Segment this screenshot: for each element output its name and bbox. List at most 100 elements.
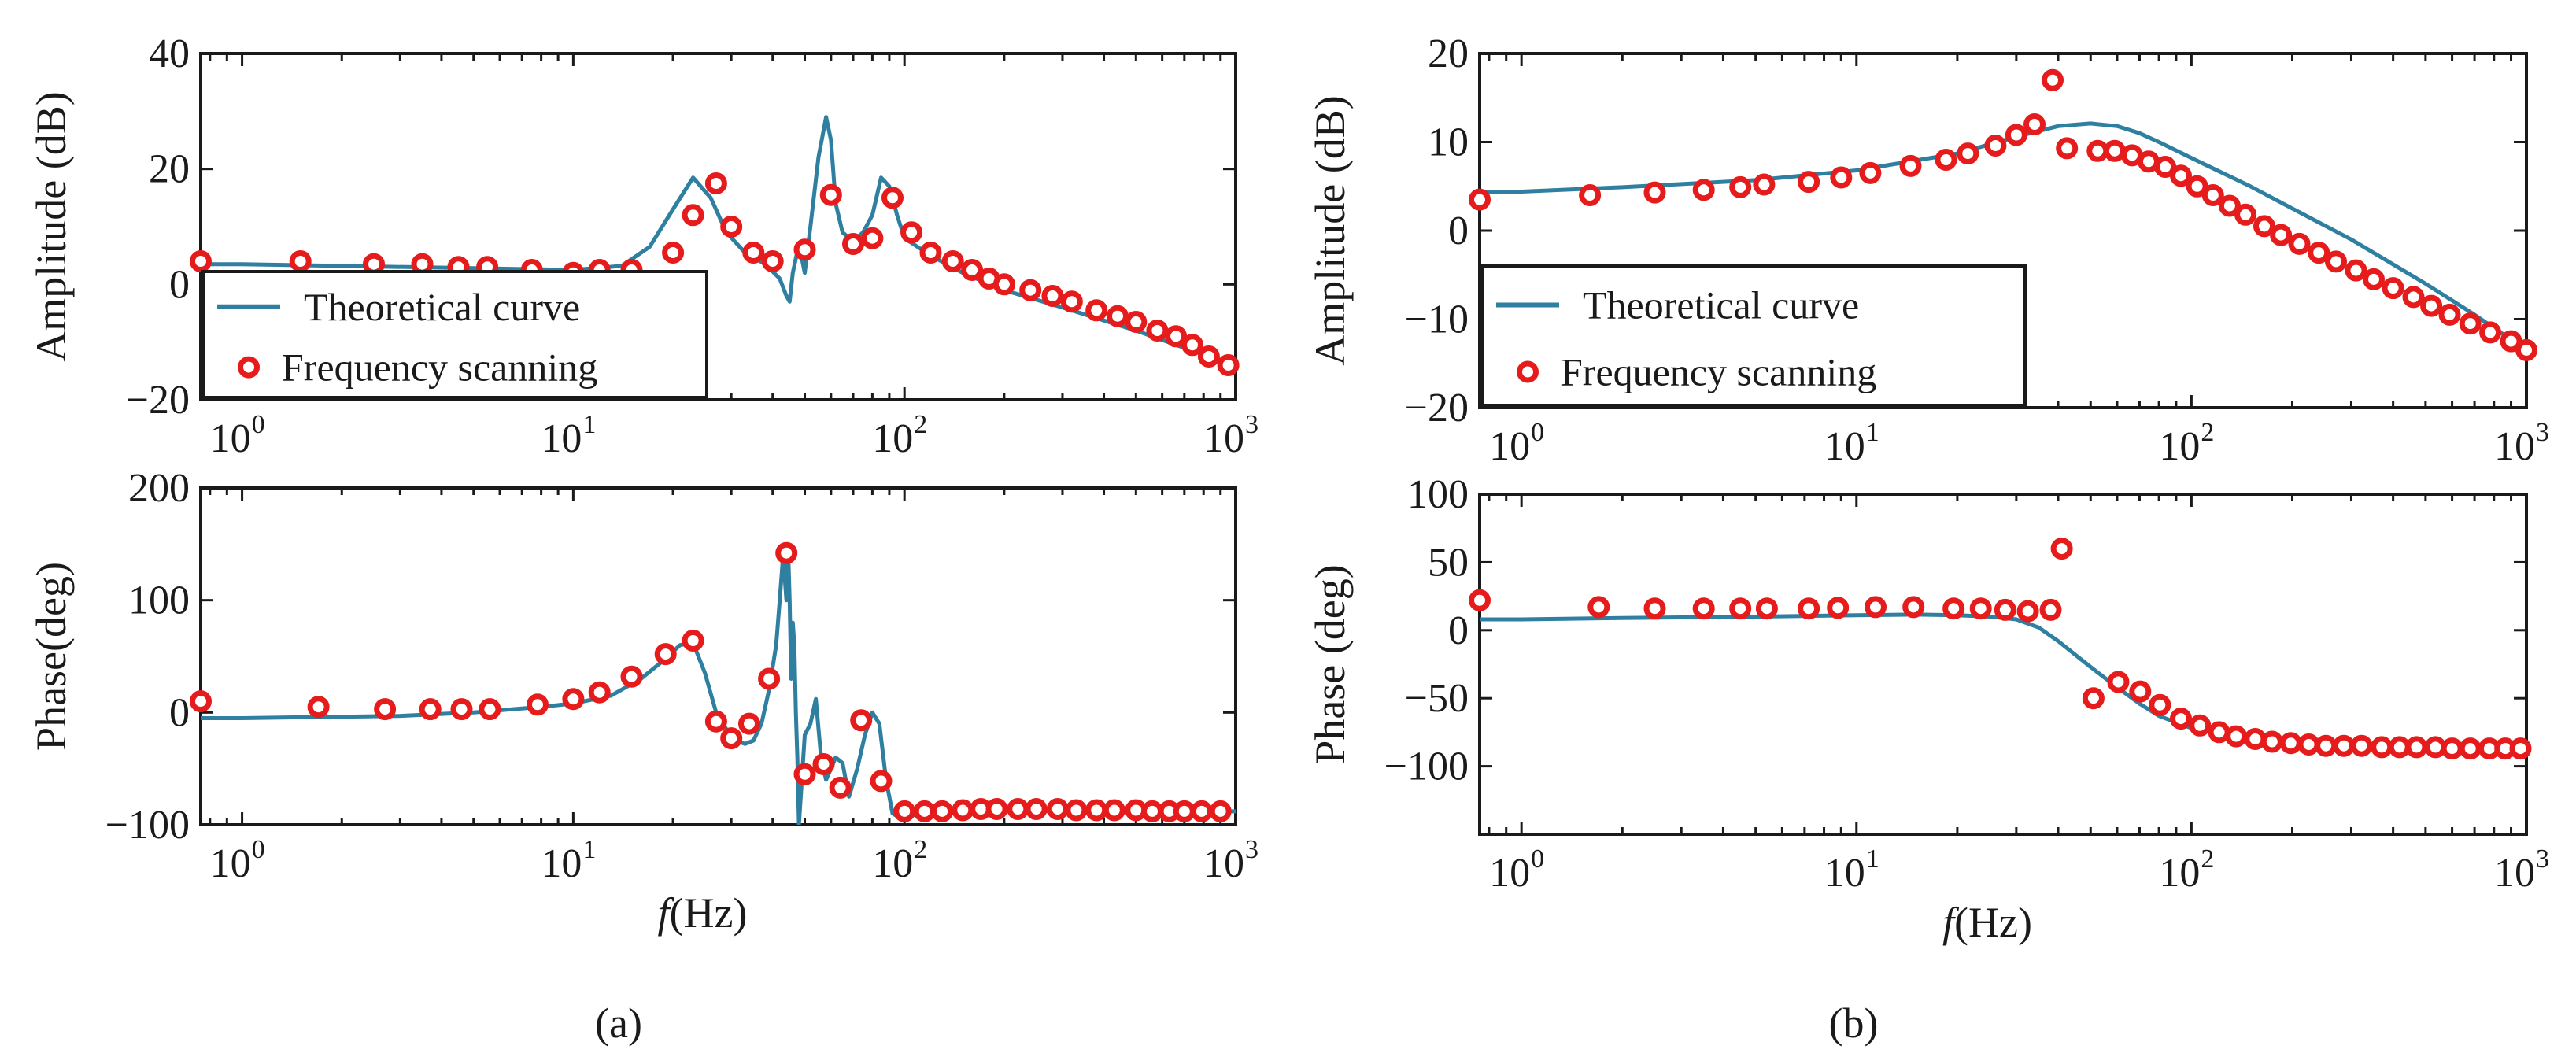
frequency-scan-point <box>1197 345 1220 368</box>
frequency-scan-point <box>2479 321 2502 344</box>
frequency-scan-point <box>1019 279 1042 301</box>
frequency-scan-point <box>1942 597 1965 620</box>
frequency-scan-point <box>1190 800 1213 822</box>
x-tick-label: 100 <box>1489 418 1544 469</box>
frequency-scan-point <box>1957 142 1979 165</box>
frequency-scan-point <box>1692 179 1715 201</box>
frequency-scan-point <box>2382 277 2404 300</box>
x-tick-label: 101 <box>1824 844 1879 896</box>
frequency-scan-point <box>2042 68 2064 91</box>
x-tick-base: 10 <box>2159 851 2200 896</box>
legend-marker-swatch <box>1517 360 1539 383</box>
frequency-scan-point <box>913 800 936 822</box>
frequency-scan-point <box>2023 113 2046 135</box>
y-tick-label: 0 <box>169 262 190 307</box>
x-tick-base: 10 <box>1489 424 1530 469</box>
legend-label-curve: Theoretical curve <box>304 285 580 329</box>
frequency-scan-point <box>374 698 397 721</box>
frequency-scan-point <box>1692 597 1715 620</box>
frequency-scan-point <box>941 250 964 272</box>
theoretical-curve-line <box>201 541 1236 825</box>
x-tick-exponent: 0 <box>1531 844 1544 874</box>
frequency-scan-point <box>1643 181 1666 204</box>
legend-label-curve: Theoretical curve <box>1583 283 1859 327</box>
y-tick-label: −50 <box>1405 676 1469 721</box>
frequency-scan-point <box>2103 139 2126 162</box>
frequency-scan-point <box>1994 598 2016 621</box>
frequency-scan-point <box>2441 737 2463 760</box>
x-tick-base: 10 <box>1824 851 1865 896</box>
frequency-scan-point <box>479 698 501 721</box>
frequency-scan-point <box>2170 164 2192 187</box>
frequency-scan-point <box>662 242 685 264</box>
frequency-scan-point <box>2270 224 2293 246</box>
y-tick-label: 100 <box>1407 472 1469 517</box>
frequency-scan-point <box>307 696 330 719</box>
frequency-scan-point <box>2388 736 2411 759</box>
x-tick-exponent: 2 <box>2201 844 2214 874</box>
frequency-scan-point <box>900 221 923 244</box>
frequency-scan-point <box>870 770 893 793</box>
legend-label-scan: Frequency scanning <box>282 345 597 390</box>
frequency-scan-point <box>1935 149 1957 171</box>
frequency-scan-point <box>1107 305 1129 327</box>
frequency-scan-point <box>2149 693 2171 716</box>
frequency-scan-point <box>2201 184 2224 206</box>
x-tick-label: 100 <box>210 835 265 886</box>
frequency-scan-point <box>1469 589 1491 611</box>
frequency-scan-point <box>919 242 942 264</box>
x-tick-exponent: 3 <box>1245 835 1258 864</box>
frequency-scan-point <box>793 238 816 261</box>
x-tick-label: 103 <box>2494 418 2549 469</box>
legend-label-scan: Frequency scanning <box>1561 350 1876 394</box>
frequency-scan-point <box>1173 800 1196 822</box>
x-tick-base: 10 <box>541 841 582 886</box>
frequency-scan-point <box>2515 338 2537 361</box>
x-tick-label: 103 <box>1203 835 1258 886</box>
x-tick-exponent: 0 <box>1531 418 1544 447</box>
frequency-scan-point <box>1984 135 2007 157</box>
y-tick-label: 0 <box>169 690 190 735</box>
frequency-scan-point <box>992 273 1015 296</box>
y-axis-label: Amplitude (dB) <box>1306 95 1354 365</box>
legend: Theoretical curve Frequency scanning <box>1480 264 2027 407</box>
x-tick-exponent: 3 <box>2536 418 2549 447</box>
frequency-scan-point <box>450 698 473 721</box>
frequency-scan-point <box>2086 139 2109 162</box>
frequency-scan-point <box>819 183 842 206</box>
frequency-scan-point <box>2315 734 2338 757</box>
x-tick-exponent: 2 <box>914 835 927 864</box>
x-axis-label: f(Hz) <box>1942 899 2032 946</box>
y-tick-label: 40 <box>149 31 190 76</box>
frequency-scan-point <box>1060 290 1083 313</box>
frequency-scan-point <box>961 259 984 281</box>
frequency-scan-point <box>2107 671 2130 693</box>
x-tick-exponent: 1 <box>582 835 596 864</box>
frequency-scan-point <box>2459 737 2482 760</box>
caption-b: (b) <box>1829 999 1879 1047</box>
x-tick-base: 10 <box>872 841 913 886</box>
frequency-scan-point <box>720 727 743 750</box>
frequency-scan-point <box>1798 597 1820 620</box>
x-tick-exponent: 3 <box>1245 410 1258 439</box>
frequency-scan-point <box>881 187 904 209</box>
y-axis-label: Phase(deg) <box>28 562 75 751</box>
frequency-scan-point <box>2056 137 2079 160</box>
frequency-scan-point <box>2016 600 2039 623</box>
caption-a: (a) <box>595 999 642 1047</box>
frequency-scan-point <box>775 541 798 564</box>
frequency-scan-point <box>2225 725 2248 748</box>
frequency-scan-point <box>720 216 743 238</box>
x-tick-base: 10 <box>210 841 251 886</box>
frequency-scan-point <box>1755 597 1778 620</box>
frequency-scan-point <box>2350 734 2373 757</box>
frequency-scan-point <box>704 172 727 194</box>
frequency-scan-point <box>1085 299 1108 322</box>
x-tick-label: 102 <box>872 835 927 886</box>
frequency-scan-point <box>1587 596 1610 619</box>
frequency-scan-point <box>2402 286 2425 309</box>
frequency-scan-point <box>1902 596 1925 619</box>
frequency-scan-point <box>1729 597 1752 620</box>
